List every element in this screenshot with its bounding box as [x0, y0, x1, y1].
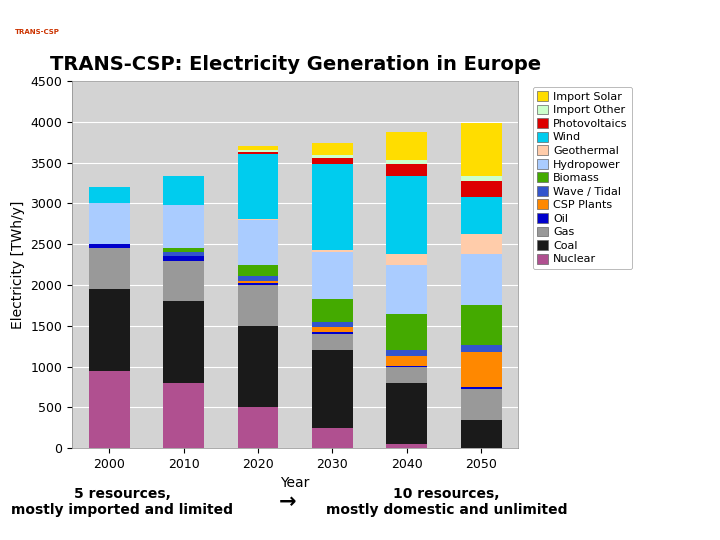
Bar	[89, 248, 130, 289]
Bar	[238, 152, 279, 153]
Bar	[312, 252, 353, 299]
Bar	[312, 350, 353, 428]
Bar	[312, 143, 353, 156]
Bar	[387, 350, 427, 356]
Bar	[461, 420, 502, 448]
Bar	[387, 383, 427, 444]
Title: TRANS-CSP: Electricity Generation in Europe: TRANS-CSP: Electricity Generation in Eur…	[50, 55, 541, 74]
Text: 10 resources,
mostly domestic and unlimited: 10 resources, mostly domestic and unlimi…	[325, 487, 567, 517]
Bar	[312, 332, 353, 334]
Bar	[461, 234, 502, 254]
Bar	[312, 322, 353, 327]
Bar	[238, 276, 279, 281]
Bar	[461, 352, 502, 387]
Bar	[312, 334, 353, 350]
Bar	[238, 146, 279, 150]
Bar	[312, 327, 353, 332]
Bar	[461, 346, 502, 352]
Bar	[461, 254, 502, 305]
Bar	[163, 260, 204, 301]
Bar	[312, 250, 353, 252]
Bar	[238, 153, 279, 219]
Bar	[461, 305, 502, 346]
Bar	[312, 299, 353, 322]
Bar	[387, 160, 427, 164]
Text: 5 resources,
mostly imported and limited: 5 resources, mostly imported and limited	[12, 487, 233, 517]
Bar	[238, 219, 279, 220]
Bar	[238, 281, 279, 282]
Bar	[387, 367, 427, 383]
Bar	[163, 252, 204, 256]
Bar	[89, 204, 130, 244]
Bar	[461, 387, 502, 389]
Bar	[89, 370, 130, 448]
Bar	[163, 177, 204, 205]
X-axis label: Year: Year	[281, 476, 310, 490]
Bar	[461, 177, 502, 180]
Bar	[461, 197, 502, 234]
Bar	[163, 301, 204, 383]
Bar	[238, 285, 279, 326]
Bar	[387, 254, 427, 265]
Bar	[163, 256, 204, 260]
Bar	[163, 383, 204, 448]
Bar	[387, 265, 427, 314]
Bar	[89, 289, 130, 370]
Bar	[387, 444, 427, 448]
Bar	[312, 158, 353, 164]
Bar	[238, 407, 279, 448]
Bar	[238, 266, 279, 276]
Bar	[89, 244, 130, 248]
Bar	[312, 156, 353, 158]
Legend: Import Solar, Import Other, Photovoltaics, Wind, Geothermal, Hydropower, Biomass: Import Solar, Import Other, Photovoltaic…	[533, 86, 632, 269]
Bar	[387, 177, 427, 254]
Bar	[312, 164, 353, 250]
Y-axis label: Electricity [TWh/y]: Electricity [TWh/y]	[11, 200, 25, 329]
Bar	[238, 220, 279, 266]
Text: TRANS-CSP: TRANS-CSP	[14, 29, 59, 36]
Bar	[387, 356, 427, 366]
Bar	[238, 282, 279, 285]
Bar	[89, 187, 130, 204]
Bar	[387, 164, 427, 177]
Bar	[461, 180, 502, 197]
Bar	[461, 124, 502, 177]
Text: →: →	[279, 492, 297, 512]
Bar	[312, 428, 353, 448]
Bar	[387, 314, 427, 350]
Bar	[238, 150, 279, 152]
Bar	[387, 132, 427, 160]
Bar	[238, 326, 279, 407]
Bar	[163, 248, 204, 252]
Bar	[387, 366, 427, 367]
Bar	[163, 205, 204, 248]
Bar	[461, 389, 502, 420]
